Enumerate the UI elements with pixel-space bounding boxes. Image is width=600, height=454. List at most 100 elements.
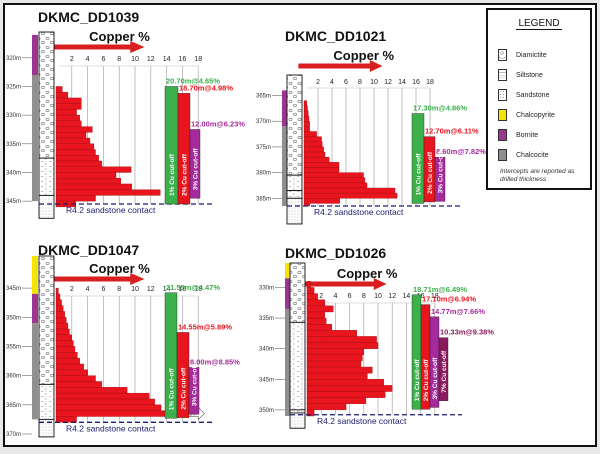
legend-swatch — [498, 49, 507, 61]
copper-bar — [306, 287, 315, 294]
copper-bar — [306, 299, 325, 307]
depth-tick-label: 320m — [6, 56, 21, 62]
x-tick-label: 14 — [163, 286, 171, 293]
copper-bar — [55, 120, 82, 127]
intercept-label: 21.55m@4.47% — [166, 283, 220, 292]
copper-bar — [55, 114, 80, 122]
lithology-siltstone — [286, 190, 303, 199]
copper-bar — [55, 387, 128, 394]
copper-bar — [303, 182, 368, 189]
x-tick-label: 16 — [179, 56, 187, 63]
legend-note: Intercepts are reported as drilled thick… — [500, 168, 575, 183]
copper-bar — [306, 409, 315, 417]
depth-tick-label: 370m — [256, 119, 271, 125]
x-tick-label: 8 — [362, 293, 366, 300]
copper-bar — [55, 410, 179, 417]
depth-tick-label: 365m — [256, 94, 271, 100]
mineral-zone-chalcocite — [32, 75, 38, 202]
copper-bar — [55, 91, 69, 99]
intercept-cutoff-label: 3% Cu cut-off — [438, 151, 445, 194]
intercept-bar — [434, 156, 446, 202]
x-tick-label: 2 — [70, 286, 74, 293]
x-tick-label: 18 — [194, 286, 202, 293]
intercept-cutoff-label: 1% Cu cut-off — [416, 153, 423, 196]
copper-bar — [303, 115, 310, 122]
x-tick-label: 6 — [101, 56, 105, 63]
copper-bar — [55, 381, 103, 388]
x-axis-arrow-shaft — [49, 44, 132, 50]
copper-bar — [306, 397, 367, 404]
copper-bar — [306, 342, 379, 349]
copper-bar — [306, 293, 318, 300]
contact-label: R4.2 sandstone contact — [314, 207, 404, 217]
copper-bar — [55, 166, 132, 173]
legend-title: LEGEND — [516, 18, 562, 30]
copper-bar — [55, 160, 103, 167]
copper-bar — [55, 86, 63, 93]
copper-bar — [55, 97, 82, 104]
mineral-zone-bornite — [282, 90, 288, 127]
copper-bar — [55, 357, 80, 365]
copper-bar — [303, 151, 326, 158]
intercept-cutoff-label: 7% Cu cut-off — [441, 350, 448, 393]
lithology-sandstone — [289, 412, 306, 429]
depth-tick-label: 365m — [6, 403, 21, 409]
mineral-zone-chalcocite — [32, 323, 38, 420]
intercept-cutoff-label: 1% Cu cut-off — [169, 368, 176, 411]
intercept-label: 17.10m@6.94% — [422, 295, 476, 304]
copper-bar — [55, 293, 61, 300]
copper-bar — [55, 109, 77, 116]
intercept-bar — [438, 337, 449, 401]
legend-item-siltstone: Siltstone — [498, 68, 543, 82]
copper-bar — [303, 110, 309, 117]
lithology-sandstone — [38, 194, 55, 219]
copper-bar — [55, 340, 74, 347]
intercept-label: 18.71m@6.49% — [413, 285, 467, 294]
copper-bar — [55, 305, 64, 312]
x-axis-arrow-shaft — [49, 276, 132, 282]
x-axis-label: Copper % — [89, 261, 150, 276]
copper-bar — [55, 375, 96, 382]
intercept-label: 8.60m@7.82% — [436, 147, 486, 156]
chart-title: DKMC_DD1039 — [38, 9, 139, 25]
intercept-cutoff-label: 2% Cu cut-off — [181, 367, 188, 410]
depth-tick-label: 345m — [259, 377, 274, 383]
copper-bar — [303, 162, 340, 168]
legend-swatch — [498, 149, 507, 161]
intercept-label: 10.33m@9.38% — [440, 328, 494, 337]
legend-item-chalcopyrite: Chalcopyrite — [498, 108, 555, 122]
lithology-sandstone — [286, 197, 303, 225]
chart-title: DKMC_DD1021 — [285, 28, 386, 44]
copper-bar — [303, 167, 340, 173]
copper-bar — [303, 121, 310, 127]
x-tick-label: 6 — [348, 293, 352, 300]
intercept-cutoff-label: 2% Cu cut-off — [427, 151, 434, 194]
depth-tick-label: 330m — [6, 113, 21, 119]
copper-bar — [306, 385, 393, 392]
copper-bar — [306, 366, 373, 374]
copper-bar — [55, 183, 133, 190]
copper-bar — [55, 149, 96, 156]
depth-tick-label: 335m — [6, 142, 21, 148]
x-tick-label: 10 — [131, 56, 139, 63]
copper-bar — [55, 363, 84, 371]
depth-tick-label: 325m — [6, 84, 21, 90]
x-tick-label: 12 — [147, 286, 155, 293]
x-tick-label: 14 — [398, 79, 406, 86]
legend-item-diamictite: Diamictite — [498, 48, 547, 62]
intercept-label: 12.00m@6.23% — [191, 119, 245, 128]
lithology-diamictite — [38, 255, 55, 385]
copper-bar — [55, 322, 69, 330]
chart-dkmc-dd1047: DKMC_DD1047 Copper % 2 4 6 8 10 12 14 16 18 345m 350… — [6, 242, 240, 438]
copper-bar — [55, 352, 78, 359]
x-axis-arrow-head — [373, 278, 387, 290]
x-axis-arrow-head — [130, 41, 145, 53]
copper-bar — [303, 105, 308, 112]
copper-bar — [303, 156, 330, 163]
lithology-siltstone — [286, 174, 303, 192]
legend-label: Diamictite — [516, 51, 547, 59]
copper-bar — [306, 281, 311, 288]
copper-bar — [306, 391, 386, 398]
depth-tick-label: 350m — [6, 315, 21, 321]
intercept-cutoff-label: 2% Cu cut-off — [182, 153, 189, 196]
